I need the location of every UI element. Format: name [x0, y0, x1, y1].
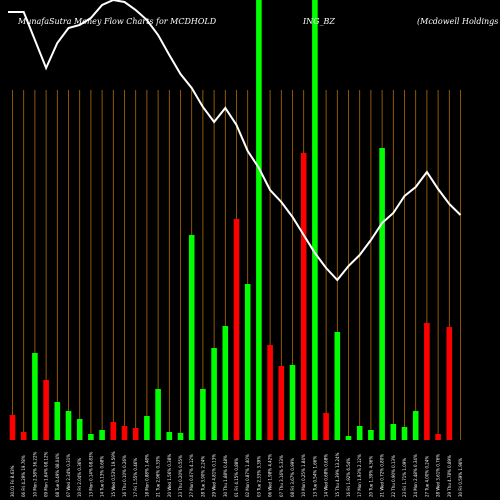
bar: [43, 380, 49, 440]
bar: [267, 345, 273, 440]
bar: [54, 402, 61, 440]
x-tick-label: 24 Mon 2.48% 0.34%: [413, 454, 418, 497]
bar: [289, 365, 296, 440]
bar: [9, 415, 16, 440]
x-tick-label: 16 Thu 0.10% 0.26%: [122, 455, 127, 497]
bar: [65, 411, 72, 440]
x-tick-label: 07 Wed 2.34% 0.31%: [66, 454, 71, 497]
bar: [379, 148, 385, 440]
x-tick-label: 03 Tue 2.33% 3.39%: [256, 456, 261, 497]
x-tick-label: 20 Tue 1.39% 4.36%: [368, 456, 373, 497]
bar: [200, 389, 206, 440]
x-tick-label: 16 Fri 1.92% 6.54%: [346, 458, 351, 497]
bar: [424, 323, 430, 440]
bar: [155, 389, 161, 440]
x-tick-label: 06 Wed 1.98% 4.42%: [268, 454, 273, 497]
x-tick-label: 27 Tue 4.00% 0.24%: [424, 456, 429, 497]
bar: [368, 430, 374, 440]
bar: [256, 0, 262, 440]
x-tick-label: 29 Wed 4.81% 0.13%: [212, 454, 217, 497]
x-tick-label: 21 Tue 2.96% 0.33%: [156, 456, 161, 497]
bar: [144, 416, 150, 440]
bar: [345, 436, 352, 440]
x-tick-label: 22 Thu 0.90% 0.13%: [391, 455, 396, 497]
bar: [435, 434, 441, 440]
x-tick-label: 23 Fri 1.71% 1.09%: [402, 458, 407, 497]
x-tick-label: 15 Wed 0.53% 19.59%: [111, 451, 116, 497]
bar: [323, 413, 329, 440]
bar: [88, 434, 94, 440]
bar: [121, 426, 128, 440]
bar: [110, 422, 117, 440]
x-axis-labels: 30.01 Fri 8.63% 06 Fri 4.29% 19.78% 10 Mon…: [10, 451, 463, 497]
x-tick-label: 17 Mon 1.93% 2.12%: [357, 454, 362, 497]
x-tick-label: 27 Mon 0.07% 4.12%: [189, 454, 194, 497]
bar: [356, 426, 363, 440]
x-tick-label: 30.01 Fri 8.63%: [10, 465, 15, 497]
chart-title-mid: ING_BZ: [302, 17, 335, 26]
x-tick-label: 07 Thu 3.16% 5.33%: [279, 455, 284, 497]
bar: [177, 433, 184, 440]
bar: [401, 427, 408, 440]
x-tick-label: 28 Tue 3.90% 2.24%: [200, 456, 205, 497]
x-tick-label: 10 Mon 0.25% 1.84%: [301, 454, 306, 497]
x-tick-label: 30 Thu 1.88% 0.48%: [223, 455, 228, 497]
x-tick-label: 01 Fri 4.15% 0.88%: [234, 458, 239, 497]
x-tick-label: 10 Mon 2.58% 36.22%: [32, 452, 37, 497]
bar: [312, 0, 318, 440]
bar: [132, 428, 139, 440]
bar: [244, 284, 251, 440]
bar: [390, 424, 397, 440]
x-tick-label: 17 Fri 1.55% 0.46%: [133, 458, 138, 497]
x-tick-label: 08 Fri 3.67% 0.99%: [290, 458, 295, 497]
x-tick-label: 02 Mon 0.87% 1.40%: [245, 454, 250, 497]
x-tick-label: 14 Tue 0.13% 0.68%: [100, 456, 105, 497]
bar: [211, 348, 217, 440]
x-tick-label: 28 Wed 3.61% 0.76%: [436, 454, 441, 497]
x-tick-label: 30 Fri 0.59% 1.96%: [458, 458, 463, 497]
x-tick-label: 09 Mon 1.64% 08.12%: [44, 452, 49, 497]
x-tick-label: 18 Mon 0.88% 1.48%: [144, 454, 149, 497]
x-tick-label: 21 Wed 0.72% 0.80%: [380, 454, 385, 497]
bar: [222, 326, 229, 440]
bar: [20, 432, 27, 440]
bar: [278, 366, 285, 440]
bar: [412, 411, 419, 440]
x-tick-label: 08 Tue 0.49% 08.04%: [55, 453, 60, 497]
bar: [233, 219, 240, 440]
x-tick-label: 13 Mon 0.14% 08.83%: [88, 452, 93, 497]
bar: [76, 419, 83, 440]
bar: [32, 353, 38, 440]
x-tick-label: 06 Fri 4.29% 19.78%: [21, 455, 26, 497]
x-tick-label: 20 Wed 1.56% 0.38%: [167, 454, 172, 497]
bar: [300, 153, 307, 440]
x-tick-label: 23 Thu 0.20% 0.55%: [178, 455, 183, 497]
x-tick-label: 14 Wed 0.68% 0.68%: [324, 454, 329, 497]
bar: [334, 332, 341, 440]
money-flow-line: [8, 0, 462, 282]
x-tick-label: 13 Tue 0.54% 1.66%: [312, 456, 317, 497]
bar-series: [9, 0, 453, 440]
x-tick-label: 29 Thu 4.78% 0.89%: [447, 455, 452, 497]
bar: [188, 235, 195, 440]
x-tick-label: 10 Fri 2.04% 0.36%: [77, 458, 82, 497]
bar: [166, 432, 173, 440]
x-tick-label: 15 Thu 4.39% 13.24%: [335, 452, 340, 497]
chart-title-right: (Mcdowell Holdings Ltd: [417, 17, 500, 26]
chart-title-left: MunafaSutra Money Flow Charts for MCDHOL…: [17, 17, 217, 26]
bar: [446, 327, 453, 440]
bar: [99, 430, 105, 440]
